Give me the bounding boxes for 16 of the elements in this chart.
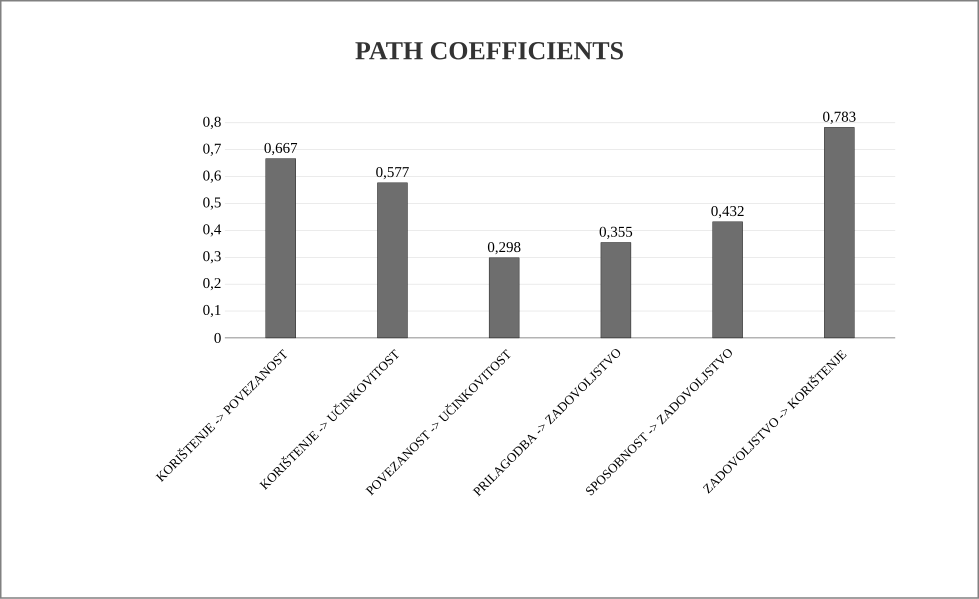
y-tick-label: 0,2 <box>203 278 221 290</box>
y-tick-label: 0,3 <box>203 251 221 264</box>
y-tick-label: 0,5 <box>203 197 221 210</box>
y-tick-label: 0,6 <box>203 170 221 183</box>
y-tick-label: 0,1 <box>203 305 220 318</box>
y-tick-label: 0,4 <box>203 224 222 237</box>
data-label: 0,298 <box>488 242 520 254</box>
data-label: 0,783 <box>823 112 856 124</box>
y-tick-label: 0,7 <box>203 144 221 156</box>
data-label: 0,355 <box>600 226 632 240</box>
y-tick-label: 0,8 <box>203 116 221 130</box>
data-label: 0,577 <box>376 167 409 180</box>
y-tick-label: 0 <box>214 332 221 344</box>
chart-title: PATH COEFFICIENTS <box>355 42 623 60</box>
data-label: 0,432 <box>711 206 744 218</box>
data-label: 0,667 <box>264 142 298 156</box>
